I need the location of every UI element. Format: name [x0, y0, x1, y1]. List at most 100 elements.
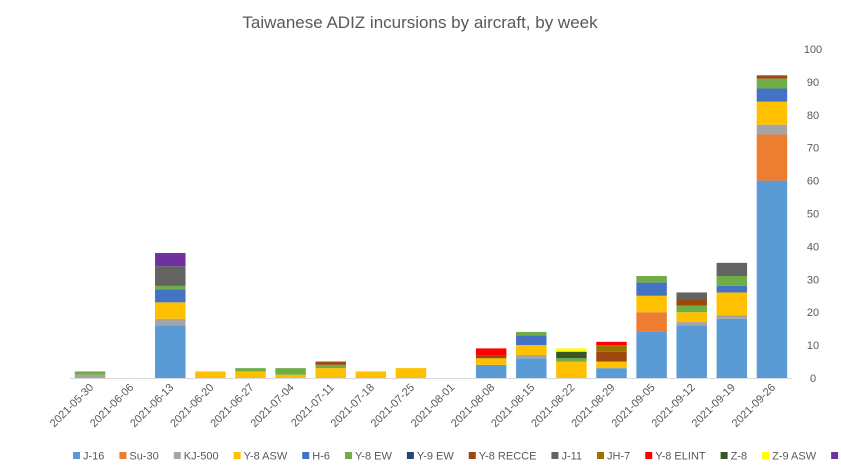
bar-segment-j-16-2021-09-26 — [756, 180, 788, 378]
bar-segment-y-8-asw-2021-07-18 — [355, 371, 387, 378]
legend-label: Su-30 — [129, 451, 158, 463]
bar-segment-y-8-elint-2021-08-29 — [596, 341, 627, 346]
legend: J-16 Su-30 KJ-500 Y-8 ASW H-6 Y-8 EW Y-9 EW Y-8… — [73, 451, 839, 463]
legend-swatch — [406, 452, 414, 459]
bar-segment-y-8-ew-2021-08-15 — [516, 331, 547, 336]
bar-segment-su-30-2021-09-05 — [636, 312, 667, 332]
legend-swatch — [551, 452, 559, 459]
bar-segment-y-8-asw-2021-07-25 — [395, 368, 427, 378]
bar-segment-z-9-asw-2021-08-22 — [556, 348, 587, 352]
bar-segment-y-8-asw-2021-08-08 — [475, 358, 507, 365]
legend-swatch — [597, 452, 605, 459]
y-tick-label: 10 — [807, 340, 819, 352]
bar-segment-y-8-ew-2021-07-04 — [275, 368, 306, 375]
bar-segment-y-8-ew-2021-09-19 — [716, 276, 748, 286]
bar-segment-y-8-asw-2021-07-04 — [275, 374, 306, 378]
bar-segment-y-8-asw-2021-06-27 — [235, 371, 266, 378]
y-tick-label: 80 — [807, 110, 819, 122]
bar-segment-y-8-ew-2021-09-12 — [676, 305, 707, 313]
bar-segment-y-8-asw-2021-09-26 — [756, 101, 788, 125]
bar-segment-kj-500-2021-09-19 — [716, 315, 748, 319]
bar-segment-y-8-recce-2021-08-08 — [475, 354, 507, 359]
bar-segment-j-16-2021-08-29 — [596, 368, 627, 378]
legend-swatch — [233, 452, 241, 459]
y-tick-label: 20 — [807, 307, 819, 319]
legend-swatch — [762, 452, 770, 459]
legend-swatch — [302, 452, 310, 459]
bar-segment-y-8-ew-2021-05-30 — [74, 371, 106, 375]
bar-segment-y-8-asw-2021-08-29 — [596, 361, 627, 369]
bar-segment-j-11-2021-09-12 — [676, 292, 707, 300]
legend-label: Y-8 ELINT — [655, 451, 706, 463]
legend-swatch — [720, 452, 728, 459]
bar-segment-y-8-asw-2021-08-22 — [556, 361, 587, 378]
bar-segment-su-30-2021-09-26 — [756, 134, 788, 181]
bar-segment-j-16-2021-09-12 — [676, 325, 707, 378]
bar-segment-j-11-2021-09-19 — [716, 262, 748, 277]
x-axis: 2021-05-302021-06-062021-06-132021-06-20… — [48, 382, 778, 430]
legend-label: J-11 — [561, 451, 582, 463]
bar-segment-h-6-2021-08-15 — [516, 335, 547, 346]
y-tick-label: 0 — [810, 373, 816, 385]
bar-segment-jh-7-2021-08-29 — [596, 345, 627, 352]
bar-segment-j-16-2021-06-13 — [155, 325, 186, 378]
bar-segment-y-8-ew-2021-06-13 — [155, 285, 186, 290]
y-tick-label: 100 — [804, 44, 822, 56]
y-tick-label: 70 — [807, 143, 819, 155]
bar-segment-kj-500-2021-05-30 — [74, 374, 106, 378]
bar-segment-y-8-ew-2021-08-22 — [556, 358, 587, 362]
bar-segment-y-8-ew-2021-09-05 — [636, 276, 667, 283]
bar-segment-kj-500-2021-08-15 — [516, 354, 547, 359]
legend-label: J-16 — [83, 451, 104, 463]
bar-segment-kj-500-2021-09-26 — [756, 124, 788, 135]
legend-swatch — [344, 452, 352, 459]
bar-segment-y-8-asw-2021-07-11 — [315, 368, 346, 378]
bar-segment-y-8-ew-2021-07-11 — [315, 364, 346, 369]
bar-segment-z-8-2021-08-22 — [556, 351, 587, 359]
y-tick-label: 50 — [807, 209, 819, 221]
x-tick-label: 2021-07-04 — [248, 382, 296, 430]
bar-segment-j-7-2021-06-13 — [155, 252, 186, 267]
bar-segment-y-8-recce-2021-07-11 — [315, 361, 346, 365]
chart-title: Taiwanese ADIZ incursions by aircraft, b… — [242, 13, 598, 32]
legend-label: Y-8 EW — [355, 451, 393, 463]
legend-label: Y-8 ASW — [244, 451, 288, 463]
y-tick-label: 30 — [807, 274, 819, 286]
bar-segment-kj-500-2021-06-13 — [155, 318, 186, 326]
bar-segment-y-8-ew-2021-09-26 — [756, 78, 788, 89]
bar-segment-y-8-asw-2021-06-13 — [155, 302, 186, 319]
legend-label: Y-8 RECCE — [479, 451, 537, 463]
y-tick-label: 60 — [807, 176, 819, 188]
legend-label: Y-9 EW — [417, 451, 455, 463]
bar-segment-y-8-asw-2021-08-15 — [516, 345, 547, 355]
bar-segment-h-6-2021-09-26 — [756, 88, 788, 102]
bar-segment-y-8-asw-2021-09-19 — [716, 292, 748, 316]
bar-segment-y-8-ew-2021-06-27 — [235, 368, 266, 372]
y-tick-label: 90 — [807, 77, 819, 89]
legend-swatch — [119, 452, 127, 459]
bar-segment-j-16-2021-08-08 — [475, 364, 507, 378]
legend-label: JH-7 — [607, 451, 630, 463]
legend-swatch — [831, 452, 839, 459]
x-tick-label: 2021-09-26 — [730, 382, 778, 430]
legend-swatch — [173, 452, 181, 459]
bar-segment-kj-500-2021-09-12 — [676, 322, 707, 326]
bar-segment-h-6-2021-06-13 — [155, 289, 186, 303]
legend-swatch — [645, 452, 653, 459]
y-tick-label: 40 — [807, 241, 819, 253]
y-axis: 0 10 20 30 40 50 60 70 80 90 100 — [804, 44, 822, 385]
bar-segment-j-16-2021-09-19 — [716, 318, 748, 378]
bar-segment-h-6-2021-09-19 — [716, 285, 748, 293]
bar-segment-j-16-2021-09-05 — [636, 331, 667, 378]
bar-segment-y-8-asw-2021-09-12 — [676, 312, 707, 323]
bar-segment-y-8-recce-2021-09-12 — [676, 299, 707, 306]
bar-segment-y-8-elint-2021-08-08 — [475, 348, 507, 355]
bar-segment-y-8-recce-2021-09-26 — [756, 75, 788, 79]
legend-label: Z-9 ASW — [772, 451, 817, 463]
legend-label: H-6 — [312, 451, 330, 463]
bar-segment-j-16-2021-08-15 — [516, 358, 547, 378]
bar-segment-y-8-recce-2021-08-29 — [596, 351, 627, 362]
bar-segment-h-6-2021-09-05 — [636, 282, 667, 296]
